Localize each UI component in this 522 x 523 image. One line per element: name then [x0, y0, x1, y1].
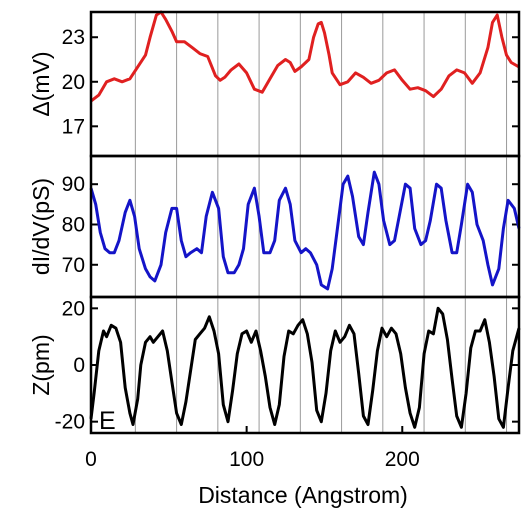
y-axis-label: dI/dV(pS): [28, 178, 54, 275]
panel-1: 17 20 23 Δ(mV): [28, 10, 521, 158]
x-tick-label: 0: [85, 448, 97, 471]
panel-frame: [89, 295, 521, 435]
y-tick-label: 17: [62, 115, 85, 138]
panel-frame: [89, 10, 521, 158]
y-axis-label: Δ(mV): [28, 51, 54, 116]
y-axis-label: Z(pm): [28, 334, 54, 395]
panel-label: E: [99, 407, 116, 435]
y-tick-label: 20: [62, 71, 85, 94]
x-tick-label: 100: [229, 448, 264, 471]
y-tick-label: 80: [62, 213, 85, 236]
y-tick-label: 23: [62, 26, 85, 49]
x-axis-label: Distance (Angstrom): [198, 482, 408, 508]
series-line-2: [89, 170, 521, 291]
y-tick-label: -20: [55, 411, 85, 434]
series-line-1: [90, 10, 520, 103]
x-tick-label: 200: [385, 448, 420, 471]
y-tick-label: 70: [62, 254, 85, 277]
panel-2: 70 80 90 dI/dV(pS): [28, 154, 521, 299]
series-line-3: [89, 306, 521, 429]
y-tick-label: 20: [62, 297, 85, 320]
y-tick-label: 0: [73, 354, 85, 377]
y-tick-label: 90: [62, 173, 85, 196]
